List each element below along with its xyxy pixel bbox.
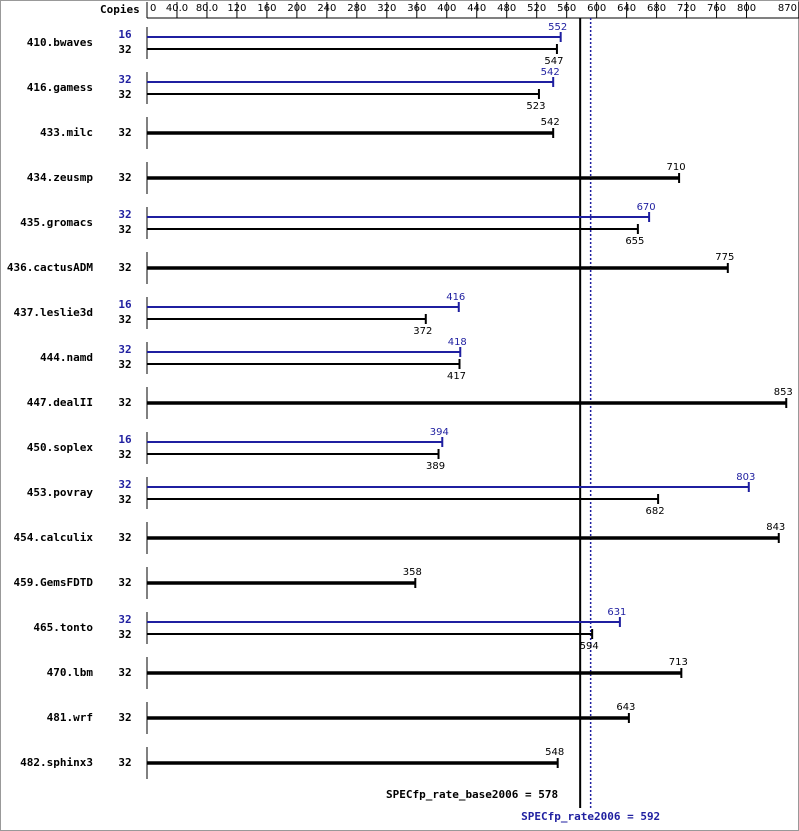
value-label: 643: [616, 702, 635, 713]
x-tick-label: 480: [497, 3, 516, 14]
copies-label: 32: [118, 756, 131, 769]
x-tick-label: 40.0: [166, 3, 188, 14]
category-label: 465.tonto: [33, 621, 93, 634]
x-tick-label: 760: [707, 3, 726, 14]
copies-label: 32: [118, 126, 131, 139]
x-tick-label: 520: [527, 3, 546, 14]
x-tick-label: 680: [647, 3, 666, 14]
value-label: 548: [545, 747, 564, 758]
x-tick-label: 640: [617, 3, 636, 14]
x-tick-label: 400: [437, 3, 456, 14]
copies-label: 16: [118, 298, 132, 311]
category-label: 436.cactusADM: [7, 261, 93, 274]
copies-label: 32: [118, 576, 131, 589]
x-tick-label: 0: [150, 3, 156, 14]
value-label: 710: [667, 162, 686, 173]
reference-label: SPECfp_rate2006 = 592: [521, 810, 660, 823]
copies-label: 32: [118, 223, 131, 236]
x-tick-label: 360: [407, 3, 426, 14]
x-tick-label: 440: [467, 3, 486, 14]
x-tick-label: 80.0: [196, 3, 218, 14]
x-tick-label: 200: [287, 3, 306, 14]
copies-label: 32: [118, 171, 131, 184]
copies-label: 32: [118, 448, 131, 461]
value-label: 418: [448, 337, 467, 348]
x-tick-label: 600: [587, 3, 606, 14]
category-label: 447.dealII: [27, 396, 93, 409]
copies-label: 32: [118, 396, 131, 409]
value-label: 542: [541, 67, 560, 78]
value-label: 552: [548, 22, 567, 33]
category-label: 459.GemsFDTD: [14, 576, 94, 589]
value-label: 523: [526, 101, 545, 112]
copies-label: 32: [118, 531, 131, 544]
category-label: 482.sphinx3: [20, 756, 93, 769]
value-label: 843: [766, 522, 785, 533]
category-label: 433.milc: [40, 126, 93, 139]
value-label: 417: [447, 371, 466, 382]
copies-label: 32: [118, 313, 131, 326]
reference-label: SPECfp_rate_base2006 = 578: [386, 788, 558, 801]
copies-label: 32: [118, 711, 131, 724]
value-label: 389: [426, 461, 445, 472]
x-tick-label: 160: [257, 3, 276, 14]
x-tick-label: 120: [227, 3, 246, 14]
x-tick-label: 240: [317, 3, 336, 14]
value-label: 803: [736, 472, 755, 483]
copies-header: Copies: [100, 3, 140, 16]
value-label: 358: [403, 567, 422, 578]
value-label: 853: [774, 387, 793, 398]
category-label: 453.povray: [27, 486, 94, 499]
category-label: 454.calculix: [14, 531, 94, 544]
copies-label: 32: [118, 493, 131, 506]
copies-label: 32: [118, 613, 131, 626]
value-label: 775: [715, 252, 734, 263]
x-tick-label: 800: [737, 3, 756, 14]
copies-label: 32: [118, 666, 131, 679]
value-label: 670: [637, 202, 656, 213]
copies-label: 32: [118, 88, 131, 101]
value-label: 372: [413, 326, 432, 337]
value-label: 655: [625, 236, 644, 247]
copies-label: 32: [118, 358, 131, 371]
copies-label: 16: [118, 433, 132, 446]
category-label: 450.soplex: [27, 441, 94, 454]
category-label: 437.leslie3d: [14, 306, 93, 319]
value-label: 682: [646, 506, 665, 517]
x-tick-label: 280: [347, 3, 366, 14]
x-tick-label: 870: [778, 3, 797, 14]
category-label: 444.namd: [40, 351, 93, 364]
value-label: 542: [541, 117, 560, 128]
value-label: 416: [446, 292, 465, 303]
category-label: 470.lbm: [47, 666, 94, 679]
category-label: 435.gromacs: [20, 216, 93, 229]
x-tick-label: 560: [557, 3, 576, 14]
copies-label: 32: [118, 343, 131, 356]
category-label: 481.wrf: [47, 711, 93, 724]
copies-label: 32: [118, 208, 131, 221]
value-label: 394: [430, 427, 449, 438]
value-label: 713: [669, 657, 688, 668]
x-tick-label: 720: [677, 3, 696, 14]
copies-label: 32: [118, 73, 131, 86]
value-label: 594: [580, 641, 599, 652]
copies-label: 16: [118, 28, 132, 41]
value-label: 547: [544, 56, 563, 67]
copies-label: 32: [118, 478, 131, 491]
category-label: 410.bwaves: [27, 36, 93, 49]
copies-label: 32: [118, 43, 131, 56]
copies-label: 32: [118, 261, 131, 274]
x-tick-label: 320: [377, 3, 396, 14]
value-label: 631: [607, 607, 626, 618]
copies-label: 32: [118, 628, 131, 641]
category-label: 434.zeusmp: [27, 171, 94, 184]
category-label: 416.gamess: [27, 81, 93, 94]
